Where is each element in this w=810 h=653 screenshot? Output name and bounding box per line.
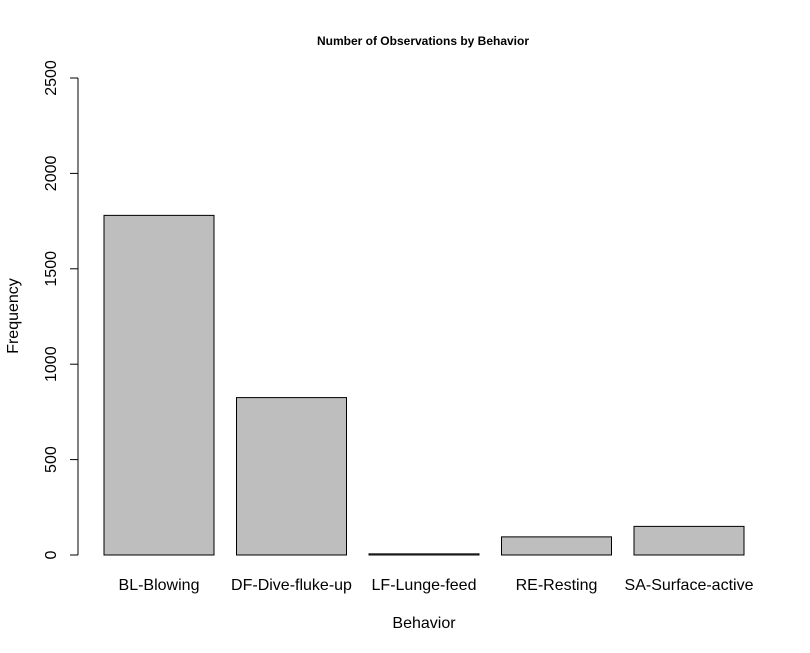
y-tick-label: 2500 <box>43 60 60 96</box>
x-axis-label: Behavior <box>392 615 456 632</box>
bar <box>633 525 745 556</box>
bar <box>103 214 215 556</box>
y-tick-label: 0 <box>43 550 60 559</box>
y-axis: 0 500 1000 1500 2000 2500 <box>43 60 79 559</box>
y-tick-label: 1000 <box>43 346 60 382</box>
bar <box>368 553 480 556</box>
bar <box>236 397 347 556</box>
y-tick-label: 1500 <box>43 251 60 287</box>
x-tick-label: RE-Resting <box>516 577 598 594</box>
x-tick-label: SA-Surface-active <box>625 577 754 594</box>
y-axis-label: Frequency <box>5 278 22 354</box>
x-tick-label: DF-Dive-fluke-up <box>231 577 352 594</box>
chart-title: Number of Observations by Behavior <box>317 34 529 48</box>
y-tick-label: 500 <box>43 446 60 473</box>
x-tick-labels: BL-Blowing DF-Dive-fluke-up LF-Lunge-feed R… <box>119 577 754 594</box>
bars <box>103 214 745 556</box>
bar <box>501 536 612 556</box>
y-tick-label: 2000 <box>43 156 60 192</box>
x-tick-label: LF-Lunge-feed <box>372 577 477 594</box>
x-tick-label: BL-Blowing <box>119 577 200 594</box>
